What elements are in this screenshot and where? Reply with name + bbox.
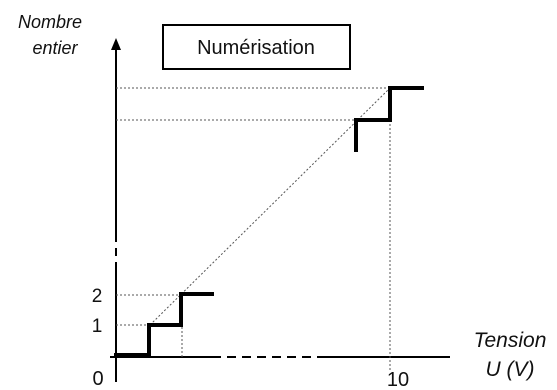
guide-lines bbox=[116, 87, 391, 372]
guide-diagonal bbox=[149, 87, 391, 326]
y-tick-label-2: 2 bbox=[92, 286, 103, 307]
staircase-upper bbox=[354, 86, 424, 152]
x-axis-label-line1: Tension bbox=[474, 329, 547, 352]
staircase-lower bbox=[114, 292, 214, 357]
title-box: Numérisation bbox=[162, 24, 351, 70]
title-text: Numérisation bbox=[197, 37, 315, 59]
y-axis-label-line1: Nombre bbox=[18, 12, 82, 32]
staircase bbox=[114, 86, 424, 357]
title-frame bbox=[162, 24, 351, 70]
y-axis-label-line2: entier bbox=[32, 38, 78, 58]
y-axis bbox=[111, 38, 121, 382]
x-axis-label-line2: U (V) bbox=[486, 358, 535, 381]
x-tick-label-10: 10 bbox=[387, 369, 409, 390]
y-axis-arrow bbox=[111, 38, 121, 50]
x-tick-label-0: 0 bbox=[92, 368, 103, 390]
y-tick-label-1: 1 bbox=[92, 316, 103, 337]
